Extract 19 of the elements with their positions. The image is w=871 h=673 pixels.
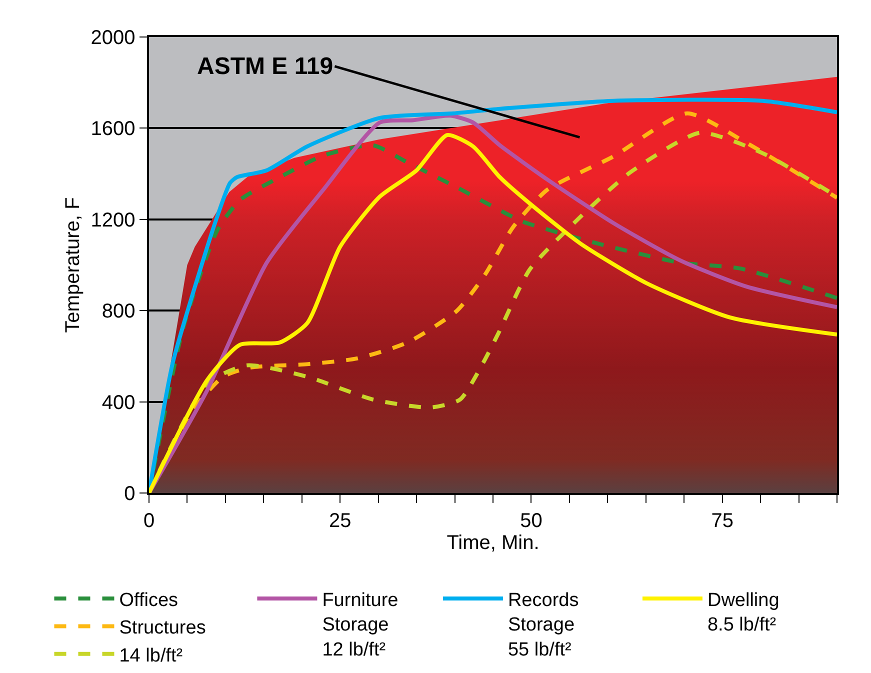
x-tick-label: 0 (143, 510, 155, 532)
x-tick-label: 75 (711, 510, 734, 532)
legend-label: 14 lb/ft² (119, 645, 183, 666)
y-tick-label: 0 (124, 483, 136, 505)
y-tick-label: 2000 (90, 27, 136, 49)
annotation: ASTM E 119 (197, 53, 334, 80)
y-tick-label: 1200 (90, 209, 136, 232)
x-axis-title: Time, Min. (446, 532, 540, 554)
legend-label: Offices (119, 590, 178, 611)
legend-label: Dwelling 8.5 lb/ft² (707, 590, 780, 636)
legend-label: Records Storage 55 lb/ft² (508, 590, 579, 660)
x-tick-label: 25 (328, 510, 352, 532)
legend-label: Structures (119, 618, 206, 639)
y-tick-label: 400 (102, 392, 136, 414)
legend-label: Furniture Storage 12 lb/ft² (322, 590, 398, 660)
y-tick-label: 800 (102, 300, 136, 323)
y-axis-title: Temperature, F (62, 197, 84, 333)
x-tick-label: 50 (520, 510, 542, 532)
y-tick-label: 1600 (90, 118, 136, 140)
